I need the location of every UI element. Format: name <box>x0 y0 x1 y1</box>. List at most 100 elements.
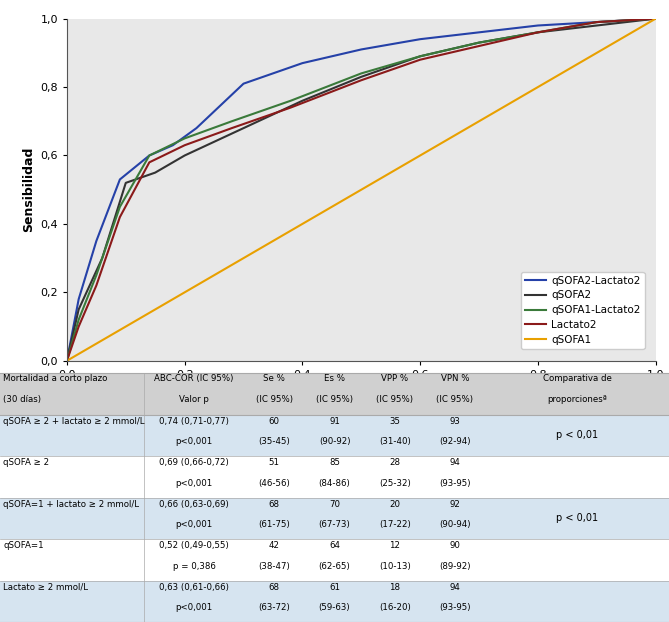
Lactato2 <box>116 213 124 221</box>
Text: 68: 68 <box>269 499 280 509</box>
qSOFA1 <box>181 289 189 296</box>
qSOFA2 <box>75 305 83 313</box>
qSOFA1 <box>534 83 542 91</box>
Text: p < 0,01: p < 0,01 <box>556 513 598 523</box>
Text: qSOFA ≥ 2 + lactato ≥ 2 mmol/L: qSOFA ≥ 2 + lactato ≥ 2 mmol/L <box>3 417 145 425</box>
Bar <box>0 601 669 622</box>
Lactato2 <box>652 15 660 22</box>
Text: qSOFA=1: qSOFA=1 <box>3 541 44 550</box>
Text: 42: 42 <box>269 541 280 550</box>
X-axis label: Especificidad: Especificidad <box>315 386 407 398</box>
Text: (46-56): (46-56) <box>258 479 290 488</box>
Text: (38-47): (38-47) <box>258 562 290 571</box>
Text: 51: 51 <box>269 458 280 467</box>
Text: (63-72): (63-72) <box>258 603 290 612</box>
Text: 60: 60 <box>269 417 280 425</box>
qSOFA2-Lactato2 <box>193 124 201 132</box>
Text: (10-13): (10-13) <box>379 562 411 571</box>
Lactato2 <box>593 18 601 26</box>
Text: 0,69 (0,66-0,72): 0,69 (0,66-0,72) <box>159 458 229 467</box>
qSOFA1-Lactato2 <box>593 18 601 26</box>
qSOFA1-Lactato2 <box>534 29 542 36</box>
Lactato2 <box>181 141 189 149</box>
Text: (IC 95%): (IC 95%) <box>256 395 293 404</box>
Text: 92: 92 <box>450 499 460 509</box>
Lactato2 <box>92 282 100 289</box>
Lactato2 <box>475 42 483 50</box>
Bar <box>0 580 669 601</box>
Bar <box>0 435 669 456</box>
Text: (92-94): (92-94) <box>439 437 471 447</box>
qSOFA1 <box>298 220 306 228</box>
qSOFA2-Lactato2 <box>357 45 365 53</box>
qSOFA2-Lactato2 <box>298 60 306 67</box>
Text: 18: 18 <box>389 583 400 592</box>
Text: (59-63): (59-63) <box>318 603 351 612</box>
Text: p<0,001: p<0,001 <box>175 603 213 612</box>
Lactato2 <box>416 56 424 63</box>
Bar <box>0 518 669 539</box>
Text: 0,74 (0,71-0,77): 0,74 (0,71-0,77) <box>159 417 229 425</box>
Text: 61: 61 <box>329 583 340 592</box>
Text: (31-40): (31-40) <box>379 437 411 447</box>
qSOFA1-Lactato2 <box>63 357 71 364</box>
Text: Valor p: Valor p <box>179 395 209 404</box>
Text: 68: 68 <box>269 583 280 592</box>
Text: proporcionesª: proporcionesª <box>547 395 607 404</box>
Text: 64: 64 <box>329 541 340 550</box>
qSOFA2 <box>593 22 601 29</box>
Line: qSOFA2-Lactato2: qSOFA2-Lactato2 <box>67 19 656 361</box>
Text: qSOFA ≥ 2: qSOFA ≥ 2 <box>3 458 50 467</box>
Text: (62-65): (62-65) <box>318 562 351 571</box>
Text: (67-73): (67-73) <box>318 521 351 529</box>
Text: (25-32): (25-32) <box>379 479 411 488</box>
qSOFA2-Lactato2 <box>652 15 660 22</box>
qSOFA2 <box>181 152 189 159</box>
Text: p < 0,01: p < 0,01 <box>556 430 598 440</box>
qSOFA2-Lactato2 <box>475 29 483 36</box>
Text: (93-95): (93-95) <box>439 479 471 488</box>
Text: Es %: Es % <box>324 374 345 383</box>
Lactato2 <box>357 77 365 84</box>
Bar <box>0 560 669 580</box>
Text: (17-22): (17-22) <box>379 521 411 529</box>
Bar <box>0 373 669 415</box>
Text: 93: 93 <box>450 417 460 425</box>
qSOFA2-Lactato2 <box>63 357 71 364</box>
qSOFA2 <box>416 52 424 60</box>
Line: qSOFA1: qSOFA1 <box>67 19 656 361</box>
Text: 85: 85 <box>329 458 340 467</box>
Text: (35-45): (35-45) <box>258 437 290 447</box>
Bar <box>0 498 669 518</box>
qSOFA1 <box>240 254 248 262</box>
Text: (IC 95%): (IC 95%) <box>436 395 474 404</box>
Lactato2 <box>534 29 542 36</box>
Text: p<0,001: p<0,001 <box>175 437 213 447</box>
Bar <box>0 415 669 435</box>
qSOFA2-Lactato2 <box>534 22 542 29</box>
qSOFA1-Lactato2 <box>652 15 660 22</box>
Lactato2 <box>145 159 153 166</box>
Bar <box>0 456 669 477</box>
qSOFA1-Lactato2 <box>227 118 235 125</box>
qSOFA1-Lactato2 <box>357 70 365 77</box>
qSOFA2-Lactato2 <box>145 152 153 159</box>
qSOFA2-Lactato2 <box>593 18 601 26</box>
qSOFA2 <box>652 15 660 22</box>
Lactato2 <box>227 124 235 132</box>
Text: 70: 70 <box>329 499 340 509</box>
Text: p<0,001: p<0,001 <box>175 521 213 529</box>
Text: 28: 28 <box>389 458 400 467</box>
Line: Lactato2: Lactato2 <box>67 19 656 361</box>
Text: 20: 20 <box>389 499 400 509</box>
qSOFA2 <box>357 73 365 81</box>
qSOFA2 <box>475 39 483 47</box>
Text: (84-86): (84-86) <box>318 479 351 488</box>
qSOFA2-Lactato2 <box>240 80 248 87</box>
Text: (16-20): (16-20) <box>379 603 411 612</box>
Text: Comparativa de: Comparativa de <box>543 374 611 383</box>
qSOFA1-Lactato2 <box>116 203 124 210</box>
qSOFA1 <box>593 49 601 57</box>
Text: (90-92): (90-92) <box>318 437 351 447</box>
qSOFA1-Lactato2 <box>286 97 294 104</box>
